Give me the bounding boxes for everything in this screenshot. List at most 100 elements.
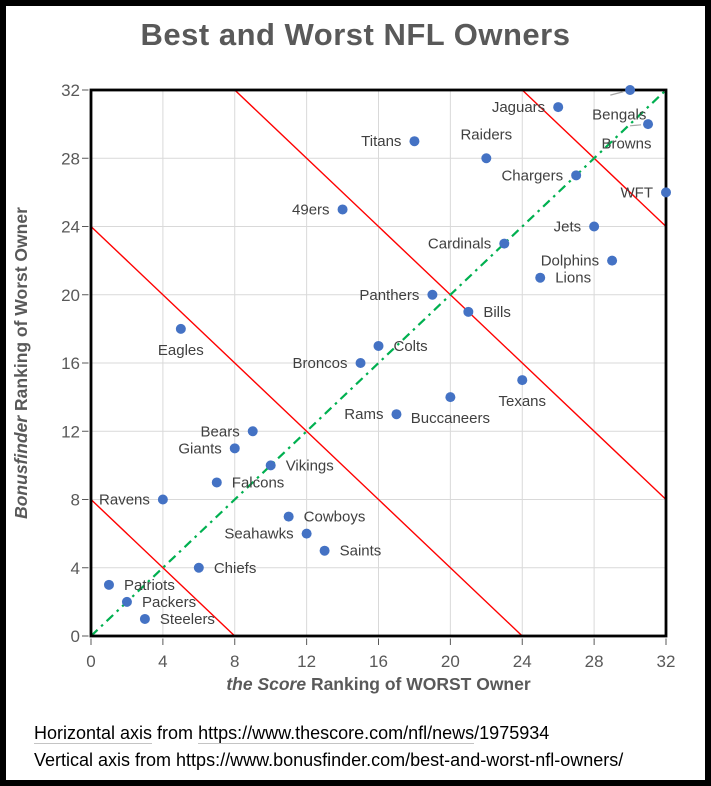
point-jets — [589, 221, 600, 232]
y-tick-label: 20 — [61, 286, 80, 305]
point-broncos — [355, 358, 366, 368]
boundary-line — [90, 225, 523, 637]
x-tick-label: 16 — [369, 652, 388, 671]
label-broncos: Broncos — [293, 355, 348, 372]
label-vikings: Vikings — [286, 457, 334, 474]
label-patriots: Patriots — [124, 577, 175, 594]
point-texans — [517, 375, 528, 386]
label-giants: Giants — [178, 440, 221, 457]
plot-frame — [89, 88, 668, 638]
point-ravens — [157, 494, 168, 505]
label-saints: Saints — [340, 543, 382, 560]
point-browns — [643, 119, 654, 130]
source-line-horizontal-axis: Horizontal axis from https://www.thescor… — [34, 720, 691, 747]
label-browns: Browns — [601, 136, 651, 153]
label-lions: Lions — [555, 270, 591, 287]
label-cowboys: Cowboys — [304, 509, 366, 526]
label-dolphins: Dolphins — [541, 253, 599, 270]
label-jets: Jets — [554, 219, 582, 236]
point-titans — [409, 136, 420, 147]
point-saints — [319, 545, 330, 556]
point-49ers — [337, 204, 348, 215]
point-lions — [535, 272, 546, 283]
label-texans: Texans — [498, 393, 546, 410]
chart-title: Best and Worst NFL Owners — [140, 17, 571, 52]
y-tick-label: 0 — [71, 627, 80, 646]
point-panthers — [427, 289, 438, 300]
label-chargers: Chargers — [501, 167, 563, 184]
leader-line-bengals — [610, 91, 624, 96]
point-vikings — [265, 460, 276, 471]
point-rams — [391, 409, 402, 420]
label-seahawks: Seahawks — [224, 526, 293, 543]
label-49ers: 49ers — [292, 201, 330, 218]
x-tick-label: 32 — [657, 652, 676, 671]
point-wft — [661, 187, 671, 198]
label-wft: WFT — [621, 184, 653, 201]
point-cardinals — [499, 238, 510, 249]
x-tick-label: 12 — [297, 652, 316, 671]
point-buccaneers — [445, 392, 456, 403]
point-bears — [247, 426, 258, 437]
point-steelers — [139, 613, 150, 624]
source-text-segment: from — [152, 723, 199, 743]
label-bills: Bills — [483, 304, 511, 321]
point-giants — [229, 443, 240, 454]
point-cowboys — [283, 511, 294, 522]
label-rams: Rams — [344, 406, 383, 423]
point-bengals — [625, 85, 636, 95]
label-chiefs: Chiefs — [214, 560, 257, 577]
label-packers: Packers — [142, 594, 196, 611]
label-falcons: Falcons — [232, 474, 285, 491]
point-eagles — [175, 323, 186, 334]
y-tick-label: 12 — [61, 422, 80, 441]
x-tick-label: 24 — [513, 652, 532, 671]
label-titans: Titans — [361, 133, 401, 150]
x-tick-label: 8 — [230, 652, 239, 671]
label-eagles: Eagles — [158, 342, 204, 359]
y-axis-title: Bonusfinder Ranking of Worst Owner — [11, 207, 31, 519]
point-colts — [373, 340, 384, 351]
identity-line — [90, 89, 667, 637]
label-cardinals: Cardinals — [428, 236, 491, 253]
point-patriots — [103, 579, 114, 590]
boundary-line — [90, 498, 236, 637]
source-text-segment: Horizontal axis — [34, 723, 153, 744]
point-jaguars — [553, 102, 564, 113]
x-tick-label: 20 — [441, 652, 460, 671]
x-tick-label: 28 — [585, 652, 604, 671]
label-colts: Colts — [394, 338, 428, 355]
label-raiders: Raiders — [460, 126, 512, 143]
point-chargers — [571, 170, 582, 181]
x-axis-title: the Score Ranking of WORST Owner — [226, 674, 531, 694]
source-text-segment: https://www.thescore.com/nfl/news — [198, 723, 475, 744]
label-buccaneers: Buccaneers — [411, 410, 490, 427]
label-ravens: Ravens — [99, 492, 150, 509]
point-seahawks — [301, 528, 312, 539]
leader-line-browns — [630, 124, 642, 127]
x-tick-label: 4 — [158, 652, 167, 671]
point-bills — [463, 306, 474, 317]
y-tick-label: 16 — [61, 354, 80, 373]
y-tick-label: 32 — [61, 81, 80, 100]
y-tick-label: 24 — [61, 218, 80, 237]
source-note: Horizontal axis from https://www.thescor… — [34, 720, 691, 774]
source-line-vertical-axis: Vertical axis from https://www.bonusfind… — [34, 750, 624, 770]
source-text-segment: /1975934 — [474, 723, 550, 743]
point-chiefs — [193, 562, 204, 573]
point-falcons — [211, 477, 222, 488]
label-bengals: Bengals — [592, 107, 646, 124]
label-panthers: Panthers — [359, 287, 419, 304]
y-tick-label: 8 — [71, 491, 80, 510]
point-dolphins — [607, 255, 618, 266]
y-tick-label: 4 — [71, 559, 80, 578]
x-tick-label: 0 — [86, 652, 95, 671]
y-tick-label: 28 — [61, 149, 80, 168]
label-jaguars: Jaguars — [492, 99, 545, 116]
label-bears: Bears — [201, 423, 240, 440]
point-raiders — [481, 153, 492, 164]
point-packers — [121, 596, 132, 607]
label-steelers: Steelers — [160, 611, 215, 628]
